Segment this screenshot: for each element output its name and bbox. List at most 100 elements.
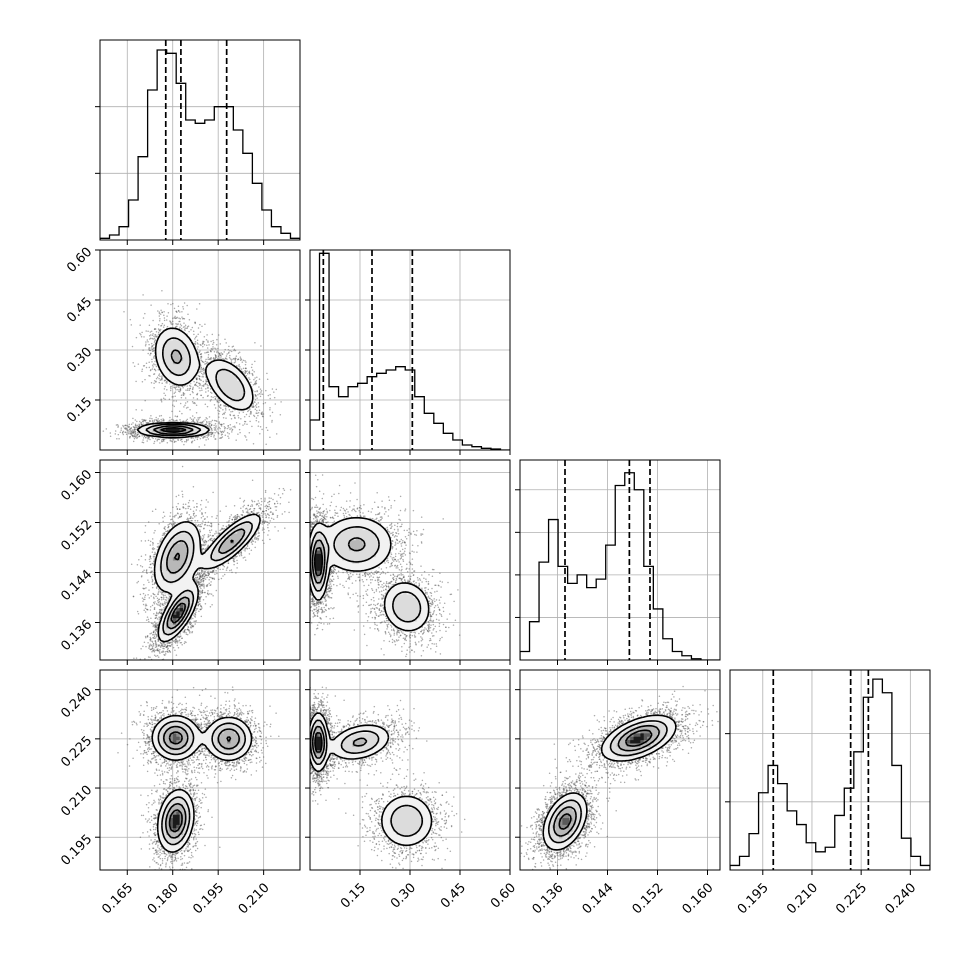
density-cell xyxy=(193,553,198,558)
scatter-point xyxy=(159,313,162,315)
scatter-point xyxy=(216,399,218,402)
contour-level-3 xyxy=(160,427,187,433)
scatter-point xyxy=(165,530,167,533)
scatter-point xyxy=(198,382,201,385)
scatter-point xyxy=(452,624,455,626)
scatter-point xyxy=(184,402,187,404)
scatter-point xyxy=(204,512,207,514)
density-cell xyxy=(240,529,245,534)
scatter-point xyxy=(212,357,215,360)
scatter-point xyxy=(205,381,208,383)
scatter-point xyxy=(340,506,343,509)
density-cell xyxy=(172,350,177,354)
scatter-point xyxy=(149,609,152,611)
scatter-point xyxy=(149,656,151,658)
scatter-point xyxy=(255,417,258,419)
scatter-point xyxy=(427,588,430,591)
scatter-point xyxy=(200,578,203,581)
scatter-point xyxy=(155,644,157,646)
scatter-point xyxy=(174,391,177,393)
scatter-point xyxy=(263,542,265,544)
scatter-point xyxy=(150,415,152,417)
scatter-point xyxy=(162,647,164,650)
scatter-point xyxy=(153,363,155,365)
scatter-point xyxy=(142,317,145,319)
scatter-point xyxy=(202,538,204,540)
scatter-point xyxy=(210,593,213,595)
scatter-point xyxy=(125,424,127,427)
scatter-point xyxy=(404,547,406,550)
scatter-point xyxy=(190,627,192,629)
scatter-point xyxy=(262,516,264,518)
density-cell xyxy=(200,424,204,429)
scatter-point xyxy=(232,557,235,560)
scatter-point xyxy=(220,423,223,426)
density-cell xyxy=(240,394,245,399)
density-cell xyxy=(189,600,194,605)
density-cell xyxy=(186,590,191,595)
density-cell xyxy=(179,610,184,615)
scatter-point xyxy=(157,640,159,642)
scatter-point xyxy=(217,355,220,358)
scatter-point xyxy=(153,560,155,563)
density-cell xyxy=(179,570,184,575)
scatter-point xyxy=(406,529,408,532)
scatter-point xyxy=(261,411,264,413)
scatter-point xyxy=(163,601,166,603)
scatter-point xyxy=(136,424,139,427)
scatter-point xyxy=(179,439,182,441)
scatter-point xyxy=(160,378,162,380)
scatter-point xyxy=(296,541,298,543)
scatter-point xyxy=(407,534,410,536)
density-cell xyxy=(230,543,235,548)
density-cell xyxy=(240,543,245,548)
scatter-point xyxy=(116,424,119,426)
scatter-point xyxy=(196,378,198,381)
scatter-point xyxy=(173,400,175,402)
scatter-point xyxy=(201,539,204,541)
density-cell xyxy=(193,549,198,554)
scatter-point xyxy=(208,582,210,585)
scatter-point xyxy=(257,500,260,502)
scatter-point xyxy=(370,571,373,574)
scatter-point xyxy=(252,405,255,408)
scatter-point xyxy=(226,427,229,430)
scatter-point xyxy=(203,578,205,580)
axis-ticks-1-1 xyxy=(305,299,511,455)
density-cell xyxy=(210,560,215,564)
scatter-point xyxy=(222,416,225,419)
scatter-point xyxy=(173,392,176,394)
scatter-point xyxy=(328,584,330,586)
scatter-point xyxy=(238,428,241,431)
scatter-point xyxy=(193,416,196,419)
density-cell xyxy=(193,590,198,595)
scatter-point xyxy=(192,514,195,516)
scatter-point xyxy=(167,526,169,529)
scatter-point xyxy=(379,580,382,583)
y-tick-label: 0.152 xyxy=(58,517,95,554)
scatter-point xyxy=(187,501,190,504)
scatter-point xyxy=(128,431,131,433)
scatter-point xyxy=(205,541,207,544)
scatter-point xyxy=(209,537,212,540)
scatter-point xyxy=(378,512,380,515)
density-cell xyxy=(176,624,181,629)
scatter-point xyxy=(274,526,276,528)
scatter-point xyxy=(158,311,161,313)
scatter-point xyxy=(322,611,324,613)
scatter-point xyxy=(145,604,148,607)
density-cell xyxy=(193,529,198,534)
scatter-point xyxy=(149,544,152,546)
scatter-point xyxy=(264,491,267,493)
scatter-point xyxy=(227,405,229,408)
scatter-point xyxy=(133,434,136,436)
scatter-point xyxy=(192,386,194,388)
scatter-point xyxy=(281,493,284,495)
density-cell xyxy=(196,556,201,561)
scatter-point xyxy=(385,566,388,569)
scatter-point xyxy=(303,555,305,557)
scatter-point xyxy=(306,570,308,572)
histogram-1 xyxy=(310,250,510,450)
scatter-point xyxy=(154,553,157,555)
scatter-point xyxy=(225,355,228,357)
